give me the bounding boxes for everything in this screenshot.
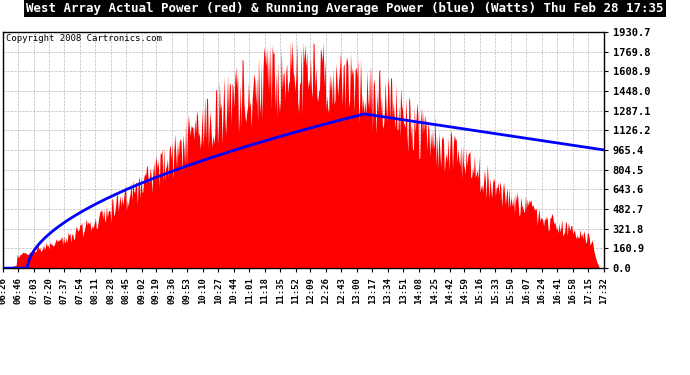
- Text: Copyright 2008 Cartronics.com: Copyright 2008 Cartronics.com: [6, 34, 162, 43]
- Text: West Array Actual Power (red) & Running Average Power (blue) (Watts) Thu Feb 28 : West Array Actual Power (red) & Running …: [26, 2, 664, 15]
